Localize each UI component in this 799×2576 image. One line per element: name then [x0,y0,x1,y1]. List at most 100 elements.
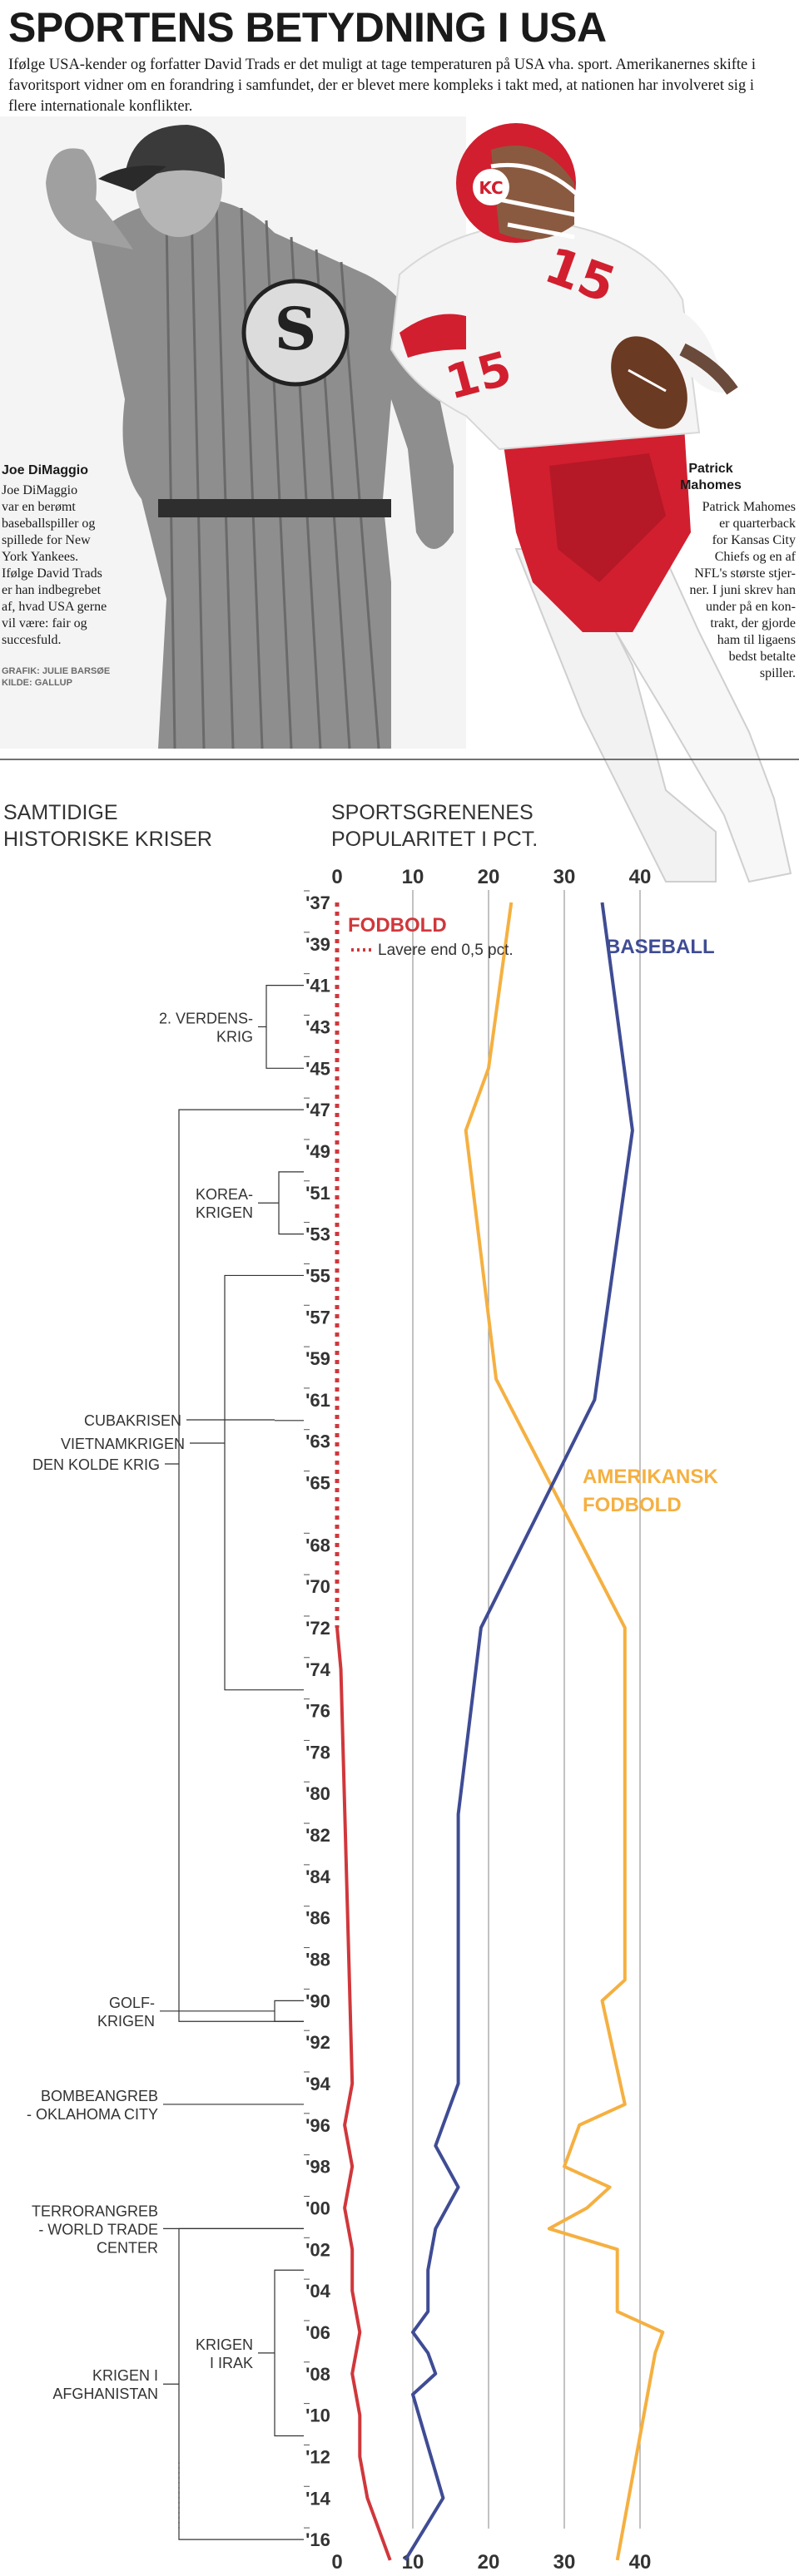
series-label-amerikansk-1: AMERIKANSK [583,1466,718,1488]
year-label: '12 [305,2446,330,2467]
crisis-label: KOREA- [196,1186,253,1203]
year-label: '37 [305,892,330,913]
chart-heading: SPORTSGRENENES POPULARITET I PCT. [331,801,538,851]
year-label: '16 [305,2529,330,2550]
year-label: '98 [305,2157,330,2178]
crisis-label: KRIG [216,1028,253,1045]
caption-left-line: af, hvad USA gerne [2,600,107,614]
caption-right-line: NFL's største stjer- [694,566,796,581]
caption-left: Joe DiMaggio Joe DiMaggio var en berømt ba… [2,463,110,688]
year-label: '61 [305,1390,330,1411]
caption-right: Patrick Mahomes Patrick Mahomes er quarte… [680,462,797,680]
svg-text:KC: KC [479,178,503,198]
crisis-label: BOMBEANGREB [41,2088,158,2104]
caption-right-line: er quarterback [719,517,796,531]
page-title: SPORTENS BETYDNING I USA [8,4,607,51]
series-line [464,902,665,2561]
year-label: '78 [305,1742,330,1763]
caption-left-name: Joe DiMaggio [2,463,88,477]
x-tick-label-bottom: 30 [553,2551,576,2574]
crisis-label: CENTER [97,2239,158,2256]
year-label: '88 [305,1950,330,1970]
caption-right-line: Chiefs og en af [715,550,797,564]
caption-left-line: spillede for New [2,533,91,547]
caption-left-line: vil være: fair og [2,616,87,630]
crisis-bracket: BOMBEANGREB - OKLAHOMA CITY [27,2088,304,2123]
x-tick-label-top: 0 [331,866,342,888]
year-label: '47 [305,1100,330,1120]
crisis-label: VIETNAMKRIGEN [61,1436,185,1452]
caption-right-line: under på en kon- [706,600,796,614]
x-axis-bottom: 0 10 20 30 40 [331,2551,651,2574]
year-label: '51 [305,1183,330,1204]
series-line [335,1627,392,2561]
fodbold-note: Lavere end 0,5 pct. [378,942,514,959]
series-line [404,902,634,2562]
x-axis-top: 0 10 20 30 40 [331,866,651,888]
year-label: '00 [305,2198,330,2218]
x-tick-label-top: 20 [478,866,500,888]
year-label: '74 [305,1659,330,1680]
series-label-baseball: BASEBALL [606,936,715,958]
gridlines [412,890,641,2529]
crisis-bracket: VIETNAMKRIGEN [61,1274,304,1691]
series-labels: FODBOLD Lavere end 0,5 pct. BASEBALL AMERIK… [348,914,718,1516]
caption-left-line: baseballspiller og [2,517,95,531]
year-label: '94 [305,2074,330,2094]
year-label: '10 [305,2405,330,2426]
crisis-bracket: DEN KOLDE KRIG [32,1109,304,2022]
crisis-label: KRIGEN [196,1204,253,1221]
year-label: '65 [305,1473,330,1494]
crisis-label: TERRORANGREB [32,2203,158,2219]
patrick-mahomes-photo: 15 15 KC [390,123,792,883]
intro-text: Ifølge USA-kender og forfatter David Tra… [8,57,757,115]
crisis-label: AFGHANISTAN [52,2386,158,2402]
caption-right-name-2: Mahomes [680,478,742,492]
crisis-label: KRIGEN [196,2336,253,2353]
year-label: '72 [305,1618,330,1639]
year-label: '90 [305,1990,330,2011]
x-tick-label-bottom: 20 [478,2551,500,2574]
svg-text:S: S [275,294,317,363]
crisis-label: 2. VERDENS- [159,1010,253,1026]
caption-left-line: Ifølge David Trads [2,566,102,581]
crisis-label: CUBAKRISEN [84,1412,181,1429]
series-label-fodbold: FODBOLD [348,914,447,937]
crises-heading: SAMTIDIGE HISTORISKE KRISER [3,801,212,851]
caption-left-line: er han indbegrebet [2,583,102,597]
year-label: '70 [305,1576,330,1597]
svg-text:HISTORISKE KRISER: HISTORISKE KRISER [3,828,212,851]
x-tick-label-top: 10 [402,866,424,888]
crisis-bracket: KOREA-KRIGEN [196,1171,304,1235]
crisis-label: I IRAK [210,2355,253,2371]
crisis-label: GOLF- [109,1995,155,2011]
caption-left-line: Joe DiMaggio [2,483,77,497]
caption-left-line: succesfuld. [2,633,62,647]
year-label: '49 [305,1141,330,1162]
year-label: '14 [305,2488,330,2509]
series-lines [335,902,665,2562]
caption-right-line: ner. I juni skrev han [689,583,796,597]
year-label: '41 [305,976,330,996]
crisis-bracket: GOLF- KRIGEN [97,1995,304,2030]
crisis-label: - OKLAHOMA CITY [27,2106,158,2123]
caption-right-line: trakt, der gjorde [710,616,796,630]
x-tick-label-bottom: 10 [402,2551,424,2574]
caption-right-line: bedst betalte [729,650,796,664]
credit-graphic: GRAFIK: JULIE BARSØE [2,666,110,676]
series-label-amerikansk-2: FODBOLD [583,1494,682,1516]
caption-right-line: spiller. [760,666,796,680]
year-label: '53 [305,1224,330,1245]
x-tick-label-top: 40 [629,866,652,888]
crisis-bracket: KRIGEN I IRAK [196,2269,304,2437]
year-label: '68 [305,1535,330,1555]
crises-timeline: 2. VERDENS-KRIGKOREA-KRIGENCUBAKRISENVIE… [27,985,304,2540]
year-label: '57 [305,1307,330,1328]
year-label: '04 [305,2281,330,2302]
year-label: '86 [305,1908,330,1929]
credit-source: KILDE: GALLUP [2,678,72,688]
caption-right-line: ham til ligaens [717,633,796,647]
year-label: '06 [305,2322,330,2343]
year-label: '55 [305,1265,330,1286]
crisis-bracket: CUBAKRISEN [84,1412,304,1429]
